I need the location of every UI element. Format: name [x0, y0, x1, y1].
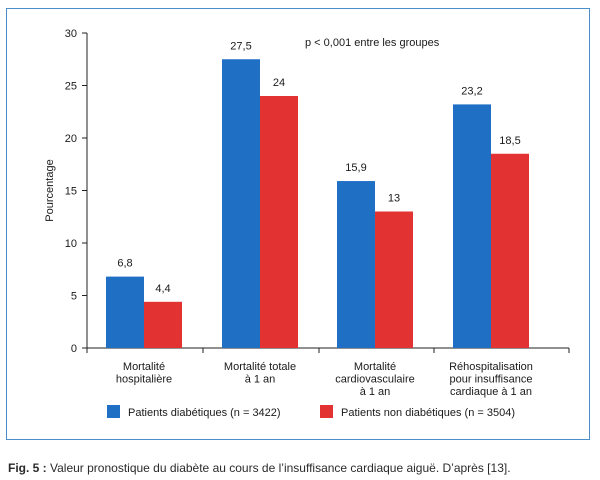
data-label: 24: [273, 77, 285, 89]
bar: [222, 59, 260, 348]
bars: 6,8 27,5 15,9 23,2 4,4 24 13 18,5: [106, 40, 529, 349]
category-label: cardiovasculaire: [335, 374, 414, 386]
category-label: hospitalière: [116, 374, 172, 386]
y-tick-label: 15: [65, 186, 77, 198]
bar: [106, 276, 144, 348]
y-tick-label: 5: [71, 291, 77, 303]
data-label: 6,8: [117, 258, 132, 270]
bar-chart: 051015202530PourcentageMortalitéhospital…: [44, 28, 570, 419]
figure-caption: Fig. 5 : Valeur pronostique du diabète a…: [8, 461, 594, 475]
y-axis-label: Pourcentage: [44, 159, 56, 221]
p-value-annotation: p < 0,001 entre les groupes: [305, 37, 440, 49]
category-label: Mortalité: [354, 361, 396, 373]
category-label: Mortalité totale: [224, 361, 296, 373]
legend-swatch: [320, 405, 333, 418]
category-label: cardiaque à 1 an: [450, 386, 532, 398]
y-tick-label: 25: [65, 81, 77, 93]
data-label: 13: [388, 193, 400, 205]
bar: [375, 211, 413, 348]
bar: [453, 104, 491, 349]
caption-text: Valeur pronostique du diabète au cours d…: [46, 461, 511, 475]
legend-label: Patients non diabétiques (n = 3504): [341, 407, 515, 419]
legend-swatch: [107, 405, 120, 418]
bar: [260, 96, 298, 348]
axes: 051015202530PourcentageMortalitéhospital…: [44, 28, 570, 398]
bar: [337, 181, 375, 348]
caption-prefix: Fig. 5 :: [8, 461, 47, 475]
data-label: 23,2: [461, 85, 482, 97]
category-label: à 1 an: [245, 374, 276, 386]
bar: [144, 301, 182, 348]
y-tick-label: 10: [65, 238, 77, 250]
y-tick-label: 30: [65, 28, 77, 40]
data-label: 18,5: [499, 135, 520, 147]
y-tick-label: 20: [65, 133, 77, 145]
category-label: à 1 an: [360, 386, 391, 398]
category-label: pour insuffisance: [450, 374, 533, 386]
category-label: Réhospitalisation: [449, 361, 533, 373]
bar: [491, 153, 529, 348]
legend-label: Patients diabétiques (n = 3422): [128, 407, 281, 419]
category-label: Mortalité: [123, 361, 165, 373]
data-label: 15,9: [345, 162, 366, 174]
data-label: 27,5: [230, 40, 251, 52]
y-tick-label: 0: [71, 343, 77, 355]
data-label: 4,4: [155, 283, 170, 295]
legend: Patients diabétiques (n = 3422) Patients …: [107, 405, 515, 419]
